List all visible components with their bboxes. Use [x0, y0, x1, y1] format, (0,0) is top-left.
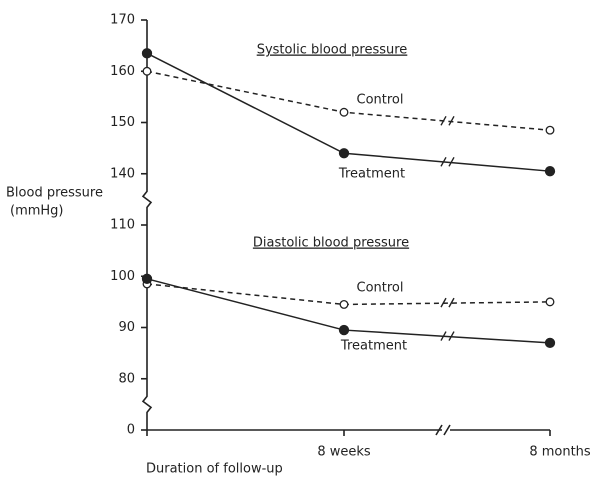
- data-point: [338, 148, 350, 159]
- y-tick-label: 140: [110, 166, 135, 181]
- y-tick-label: 0: [127, 423, 135, 438]
- series-label: Control: [357, 281, 404, 296]
- y-tick-label: 150: [110, 115, 135, 130]
- data-point: [544, 337, 556, 349]
- line-break: [440, 115, 455, 126]
- y-tick-label: 110: [110, 218, 135, 233]
- y-tick-label: 90: [118, 320, 135, 335]
- line-break: [440, 156, 455, 167]
- data-point: [545, 125, 555, 135]
- line-break: [440, 331, 455, 341]
- series-label: Treatment: [338, 167, 405, 182]
- series-label: Control: [357, 93, 404, 108]
- panel-subtitle: Diastolic blood pressure: [253, 236, 409, 251]
- data-point: [142, 66, 152, 76]
- x-tick-label: 8 weeks: [317, 445, 371, 460]
- y-axis-label: (mmHg): [10, 204, 64, 219]
- data-point: [339, 107, 349, 117]
- y-tick-label: 80: [118, 371, 135, 386]
- data-point: [141, 48, 153, 59]
- panel-subtitle: Systolic blood pressure: [257, 43, 408, 58]
- x-tick-label: 8 months: [529, 445, 591, 460]
- series-label: Treatment: [340, 339, 407, 354]
- y-axis-label: Blood pressure: [6, 186, 103, 201]
- data-point: [544, 166, 556, 177]
- x-axis-label: Duration of follow-up: [146, 462, 283, 477]
- line-break: [440, 297, 455, 308]
- axis-break: [435, 424, 451, 436]
- series-line: [146, 278, 551, 344]
- series-line: [146, 70, 551, 131]
- data-point: [338, 324, 350, 336]
- data-point: [339, 299, 349, 309]
- data-point: [545, 297, 555, 307]
- y-tick-label: 100: [110, 269, 135, 284]
- y-axis: [141, 20, 153, 430]
- data-point: [141, 273, 153, 284]
- y-tick-label: 170: [110, 13, 135, 28]
- y-tick-label: 160: [110, 64, 135, 79]
